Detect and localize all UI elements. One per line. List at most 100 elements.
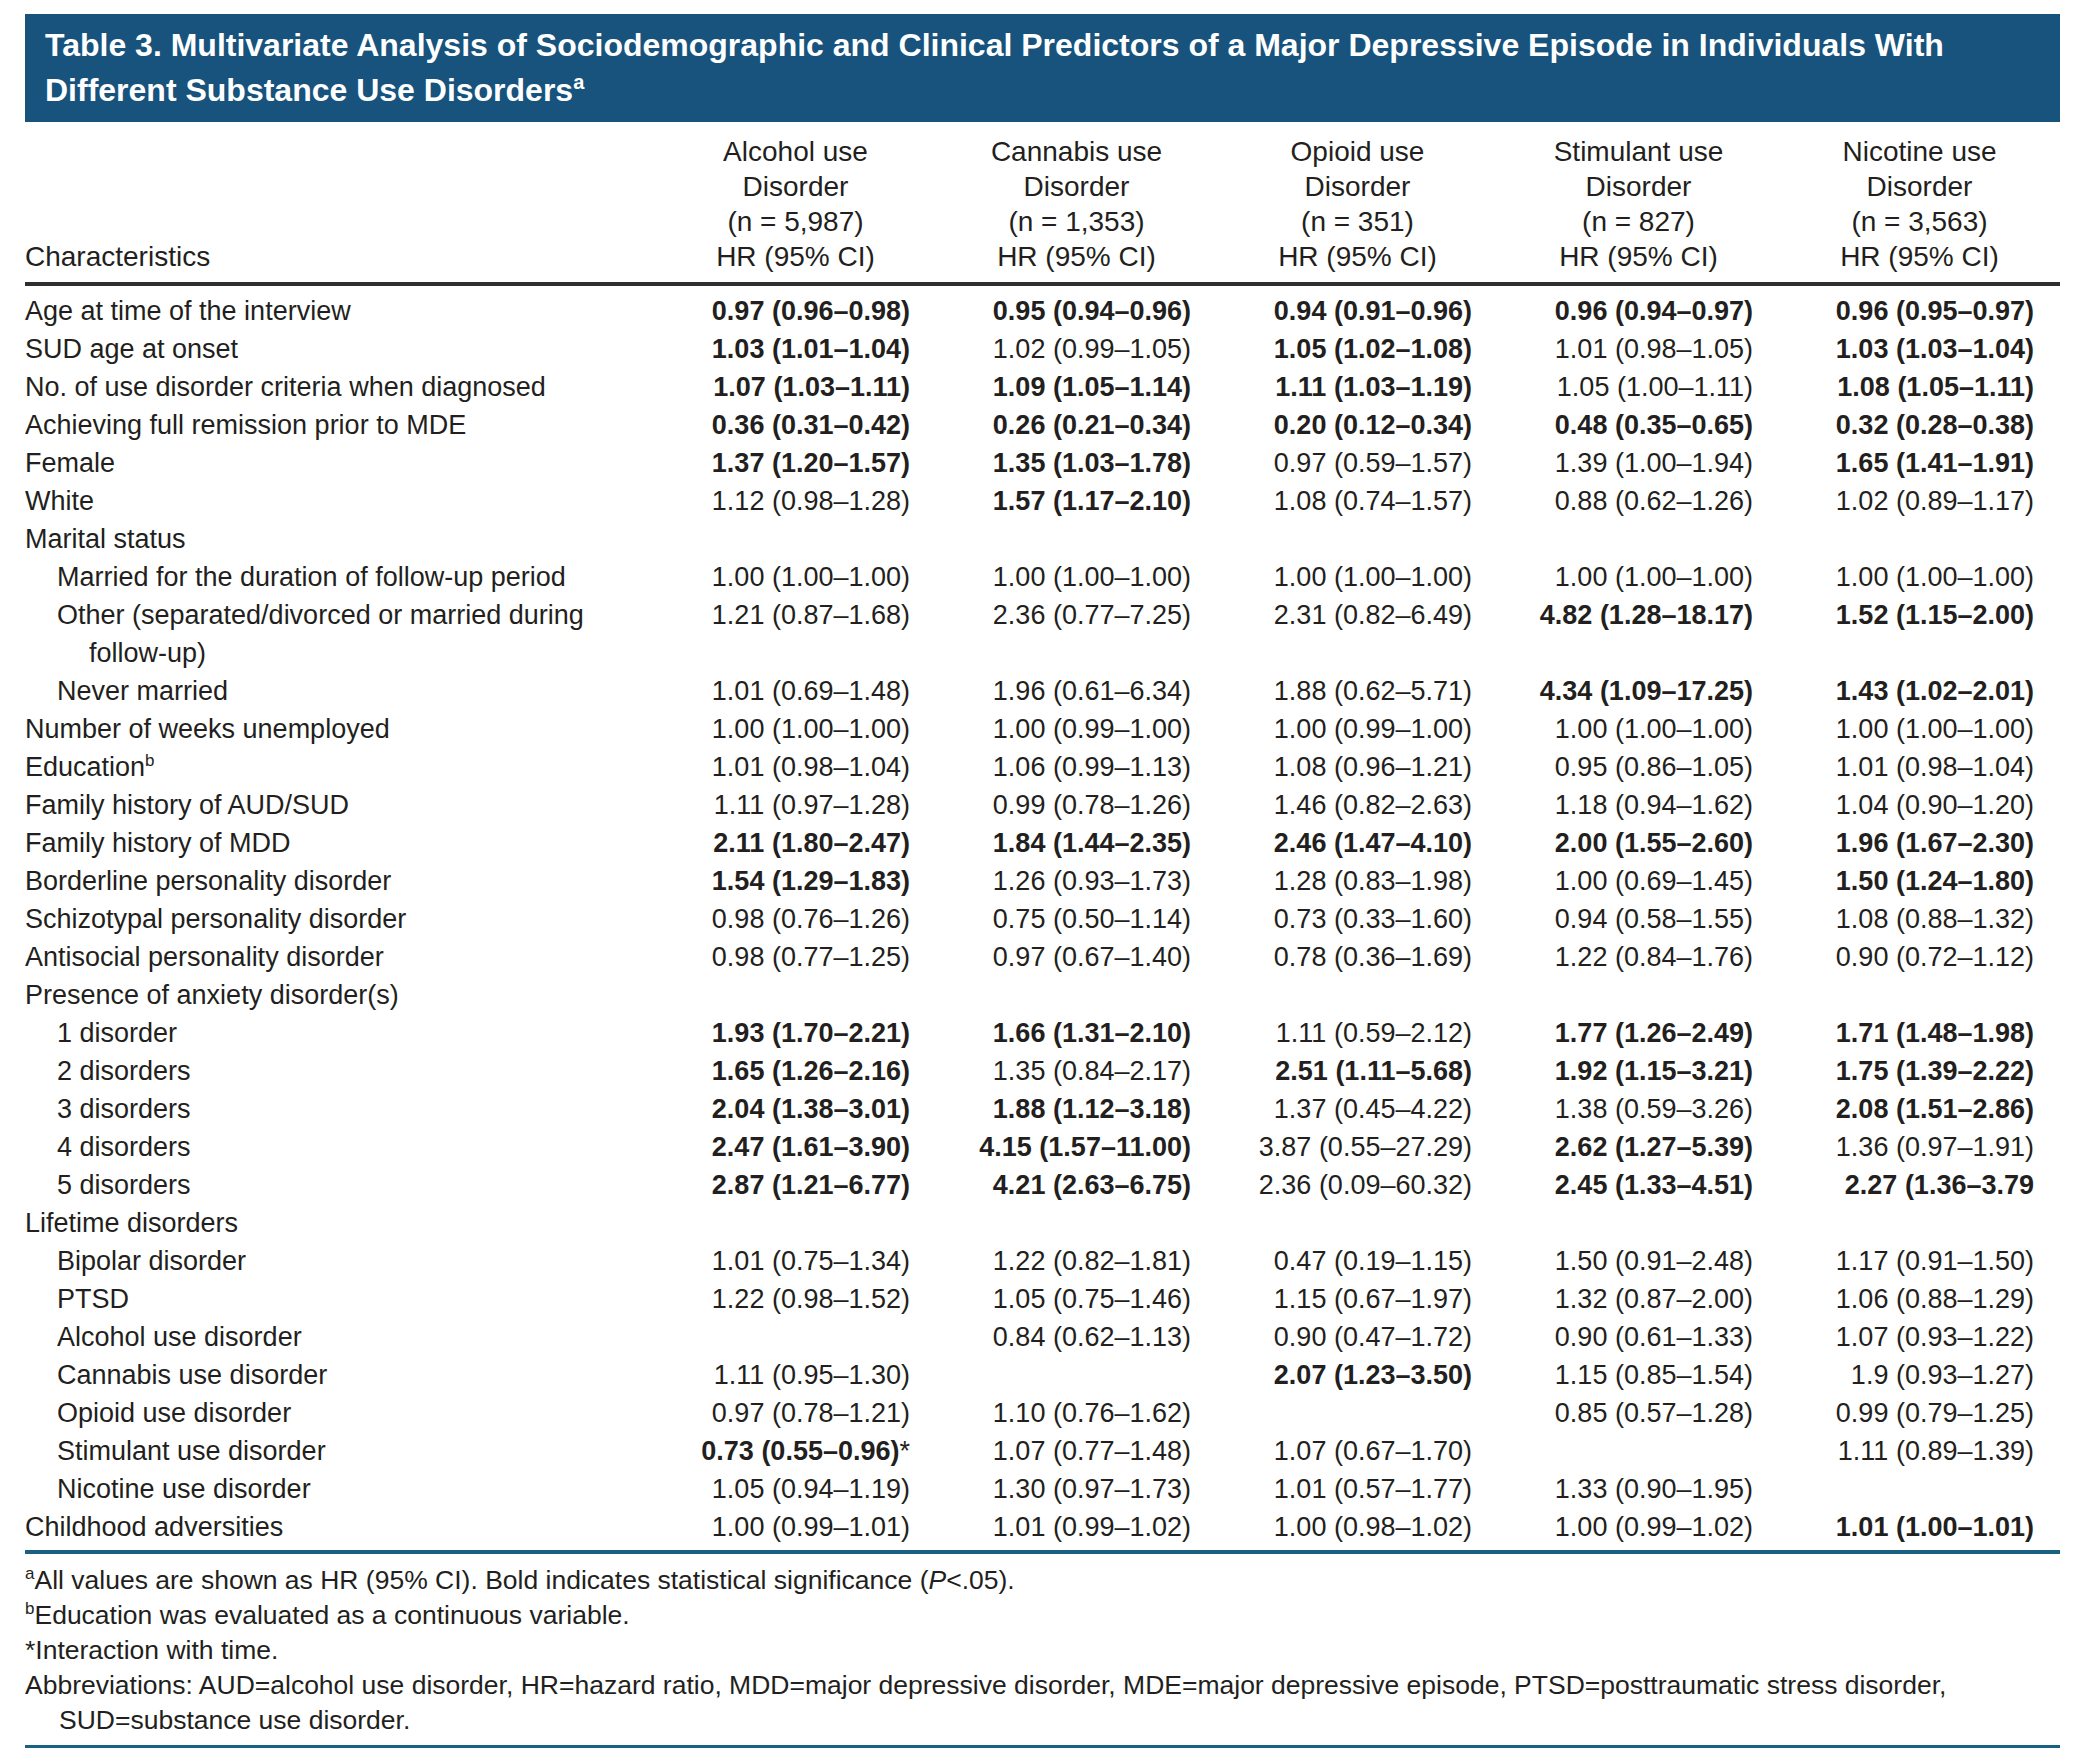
value-cell: 1.11 (0.95–1.30) xyxy=(655,1356,936,1394)
table-row: Nicotine use disorder1.05 (0.94–1.19)1.3… xyxy=(25,1470,2060,1508)
value-cell xyxy=(936,976,1217,1014)
value-cell: 0.98 (0.77–1.25) xyxy=(655,938,936,976)
value-cell: 0.97 (0.67–1.40) xyxy=(936,938,1217,976)
hr-ci-value: 1.36 (0.97–1.91) xyxy=(1836,1132,2034,1162)
footnote: aAll values are shown as HR (95% CI). Bo… xyxy=(25,1563,2060,1598)
hr-ci-value: 0.47 (0.19–1.15) xyxy=(1274,1246,1472,1276)
hr-ci-value: 2.87 (1.21–6.77) xyxy=(712,1170,910,1200)
hr-ci-value: 0.98 (0.76–1.26) xyxy=(712,904,910,934)
value-cell: 0.48 (0.35–0.65) xyxy=(1498,406,1779,444)
hr-ci-value: 1.33 (0.90–1.95) xyxy=(1555,1474,1753,1504)
hr-ci-value: 1.22 (0.84–1.76) xyxy=(1555,942,1753,972)
value-cell: 1.50 (0.91–2.48) xyxy=(1498,1242,1779,1280)
row-label: Cannabis use disorder xyxy=(25,1356,655,1394)
value-cell: 1.00 (0.99–1.02) xyxy=(1498,1508,1779,1552)
hr-ci-value: 1.15 (0.85–1.54) xyxy=(1555,1360,1753,1390)
value-cell: 1.96 (1.67–2.30) xyxy=(1779,824,2060,862)
value-cell: 0.97 (0.96–0.98) xyxy=(655,284,936,330)
value-cell xyxy=(1498,976,1779,1014)
value-cell xyxy=(1779,976,2060,1014)
row-label-continuation: follow-up) xyxy=(57,638,206,668)
value-cell: 1.00 (1.00–1.00) xyxy=(655,558,936,596)
hr-ci-value: 1.50 (0.91–2.48) xyxy=(1555,1246,1753,1276)
row-label: 2 disorders xyxy=(25,1052,655,1090)
footnote-text: Abbreviations: AUD=alcohol use disorder,… xyxy=(25,1670,1946,1735)
value-cell: 2.36 (0.09–60.32) xyxy=(1217,1166,1498,1204)
row-label: Female xyxy=(25,444,655,482)
hr-ci-value: 1.71 (1.48–1.98) xyxy=(1836,1018,2034,1048)
value-cell: 1.08 (0.88–1.32) xyxy=(1779,900,2060,938)
hr-ci-value: 0.97 (0.96–0.98) xyxy=(712,296,910,326)
hr-ci-value: 1.46 (0.82–2.63) xyxy=(1274,790,1472,820)
value-cell: 1.02 (0.89–1.17) xyxy=(1779,482,2060,520)
characteristics-header: Characteristics xyxy=(25,134,655,284)
table-row: Never married1.01 (0.69–1.48)1.96 (0.61–… xyxy=(25,672,2060,710)
value-cell: 1.01 (0.98–1.05) xyxy=(1498,330,1779,368)
value-cell: 1.65 (1.26–2.16) xyxy=(655,1052,936,1090)
results-table: CharacteristicsAlcohol useDisorder(n = 5… xyxy=(25,134,2060,1554)
hr-ci-value: 1.37 (1.20–1.57) xyxy=(712,448,910,478)
hr-ci-value: 1.01 (0.69–1.48) xyxy=(712,676,910,706)
table-row: Number of weeks unemployed1.00 (1.00–1.0… xyxy=(25,710,2060,748)
hr-ci-value: 1.50 (1.24–1.80) xyxy=(1836,866,2034,896)
hr-ci-value: 1.08 (0.88–1.32) xyxy=(1836,904,2034,934)
value-cell: 1.06 (0.88–1.29) xyxy=(1779,1280,2060,1318)
table-row: Other (separated/divorced or married dur… xyxy=(25,596,2060,672)
value-cell xyxy=(1498,1204,1779,1242)
value-cell xyxy=(655,1204,936,1242)
hr-ci-value: 0.90 (0.72–1.12) xyxy=(1836,942,2034,972)
value-cell: 0.97 (0.59–1.57) xyxy=(1217,444,1498,482)
hr-ci-value: 1.00 (1.00–1.00) xyxy=(712,714,910,744)
hr-ci-value: 2.07 (1.23–3.50) xyxy=(1274,1360,1472,1390)
table-row: Married for the duration of follow-up pe… xyxy=(25,558,2060,596)
hr-ci-value: 1.08 (0.96–1.21) xyxy=(1274,752,1472,782)
hr-ci-value: 1.00 (1.00–1.00) xyxy=(1555,714,1753,744)
value-cell: 0.94 (0.58–1.55) xyxy=(1498,900,1779,938)
value-cell: 2.08 (1.51–2.86) xyxy=(1779,1090,2060,1128)
hr-ci-value: 0.26 (0.21–0.34) xyxy=(993,410,1191,440)
value-cell: 1.50 (1.24–1.80) xyxy=(1779,862,2060,900)
row-label: Childhood adversities xyxy=(25,1508,655,1552)
footnote-text: Education was evaluated as a continuous … xyxy=(34,1600,629,1630)
hr-ci-value: 1.00 (1.00–1.00) xyxy=(712,562,910,592)
table-row: Schizotypal personality disorder0.98 (0.… xyxy=(25,900,2060,938)
hr-ci-value: 4.34 (1.09–17.25) xyxy=(1540,676,1753,706)
value-cell: 1.09 (1.05–1.14) xyxy=(936,368,1217,406)
hr-ci-value: 2.31 (0.82–6.49) xyxy=(1274,600,1472,630)
hr-ci-value: 1.22 (0.98–1.52) xyxy=(712,1284,910,1314)
row-label: Family history of AUD/SUD xyxy=(25,786,655,824)
value-cell: 0.85 (0.57–1.28) xyxy=(1498,1394,1779,1432)
value-cell: 2.45 (1.33–4.51) xyxy=(1498,1166,1779,1204)
value-cell: 2.27 (1.36–3.79 xyxy=(1779,1166,2060,1204)
hr-ci-value: 1.21 (0.87–1.68) xyxy=(712,600,910,630)
hr-ci-value: 2.04 (1.38–3.01) xyxy=(712,1094,910,1124)
value-cell: 1.00 (0.98–1.02) xyxy=(1217,1508,1498,1552)
hr-ci-value: 1.00 (1.00–1.00) xyxy=(1836,562,2034,592)
value-cell: 1.88 (1.12–3.18) xyxy=(936,1090,1217,1128)
value-cell: 1.00 (1.00–1.00) xyxy=(1779,558,2060,596)
value-cell: 2.04 (1.38–3.01) xyxy=(655,1090,936,1128)
column-header: Nicotine useDisorder(n = 3,563)HR (95% C… xyxy=(1779,134,2060,284)
hr-ci-value: 0.84 (0.62–1.13) xyxy=(993,1322,1191,1352)
hr-ci-value: 0.95 (0.86–1.05) xyxy=(1555,752,1753,782)
table-title-bar: Table 3. Multivariate Analysis of Sociod… xyxy=(25,14,2060,122)
hr-ci-value: 1.02 (0.99–1.05) xyxy=(993,334,1191,364)
value-cell: 1.22 (0.82–1.81) xyxy=(936,1242,1217,1280)
hr-ci-value: 1.00 (1.00–1.00) xyxy=(1274,562,1472,592)
hr-ci-value: 1.92 (1.15–3.21) xyxy=(1555,1056,1753,1086)
value-cell: 1.02 (0.99–1.05) xyxy=(936,330,1217,368)
value-cell: 4.21 (2.63–6.75) xyxy=(936,1166,1217,1204)
value-cell: 1.71 (1.48–1.98) xyxy=(1779,1014,2060,1052)
value-cell: 3.87 (0.55–27.29) xyxy=(1217,1128,1498,1166)
hr-ci-value: 1.02 (0.89–1.17) xyxy=(1836,486,2034,516)
row-label: 5 disorders xyxy=(25,1166,655,1204)
value-cell: 1.05 (1.02–1.08) xyxy=(1217,330,1498,368)
hr-ci-value: 1.00 (1.00–1.00) xyxy=(1555,562,1753,592)
table-row: No. of use disorder criteria when diagno… xyxy=(25,368,2060,406)
footnote-marker: * xyxy=(25,1635,35,1665)
hr-ci-value: 0.73 (0.55–0.96) xyxy=(701,1436,899,1466)
value-cell: 1.52 (1.15–2.00) xyxy=(1779,596,2060,672)
hr-ci-value: 1.11 (0.95–1.30) xyxy=(714,1360,910,1390)
value-cell: 0.96 (0.94–0.97) xyxy=(1498,284,1779,330)
row-label: Presence of anxiety disorder(s) xyxy=(25,976,655,1014)
